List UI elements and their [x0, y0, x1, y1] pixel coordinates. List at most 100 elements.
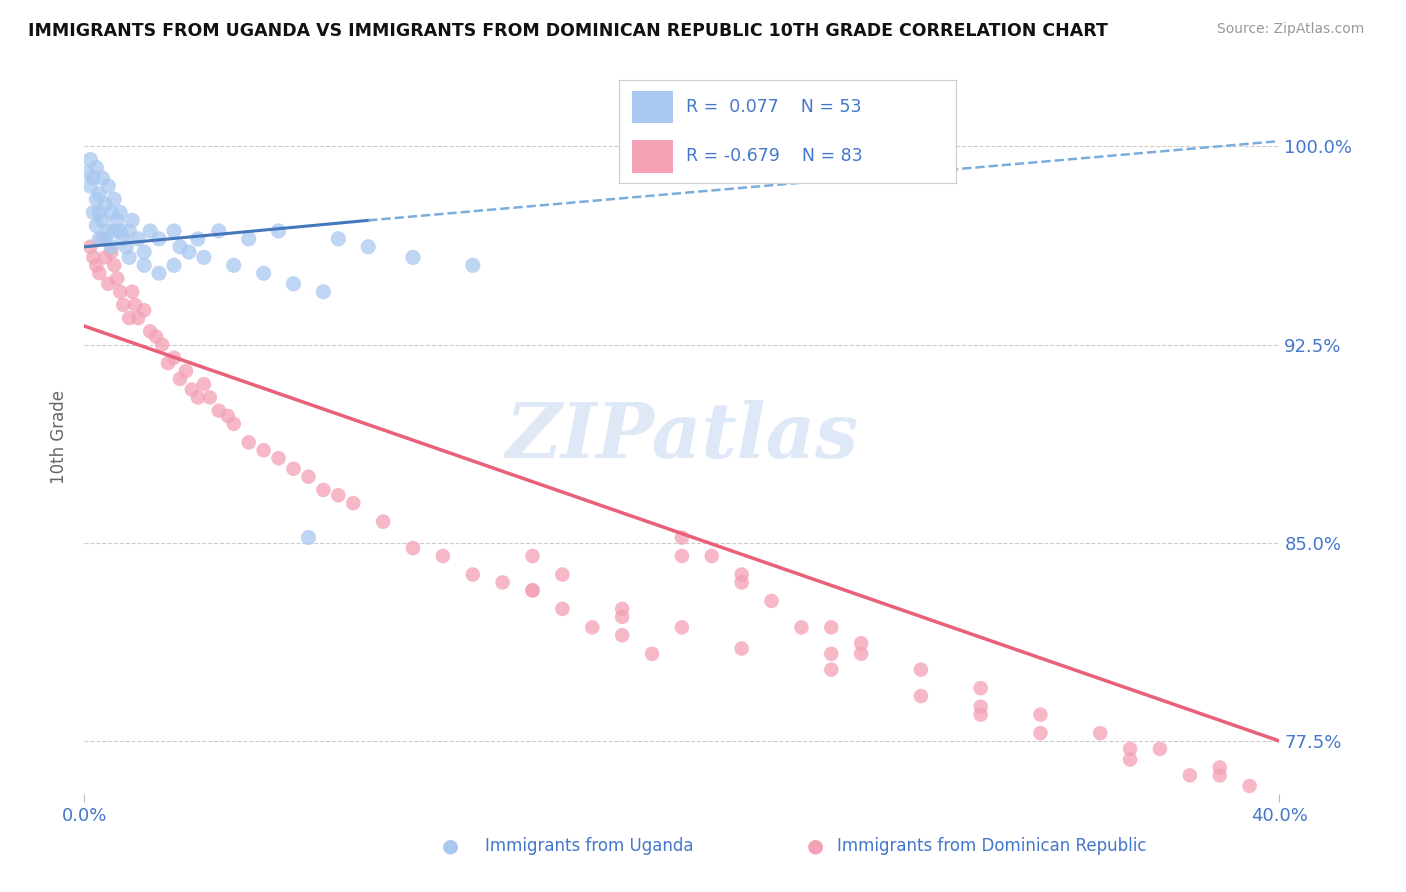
Point — [97, 224, 120, 238]
Point — [1209, 768, 1232, 782]
Text: Immigrants from Uganda: Immigrants from Uganda — [485, 837, 693, 855]
Point — [342, 496, 364, 510]
Point — [121, 213, 143, 227]
Point — [91, 171, 114, 186]
Point — [150, 337, 173, 351]
Point — [94, 251, 117, 265]
Point — [79, 240, 101, 254]
Point — [97, 179, 120, 194]
Point — [177, 245, 200, 260]
Point — [103, 224, 125, 238]
Point — [82, 171, 104, 186]
Point — [1119, 752, 1142, 766]
Point — [1239, 779, 1261, 793]
Text: R =  0.077    N = 53: R = 0.077 N = 53 — [686, 98, 862, 116]
Point — [432, 549, 454, 563]
Point — [94, 197, 117, 211]
Point — [208, 403, 231, 417]
Point — [89, 186, 111, 201]
Point — [115, 240, 138, 254]
Point — [132, 303, 156, 318]
Point — [522, 583, 544, 598]
Point — [790, 620, 813, 634]
Point — [297, 531, 319, 545]
Point — [110, 205, 132, 219]
Point — [522, 583, 544, 598]
Point — [121, 285, 143, 299]
Point — [139, 324, 162, 338]
Text: R = -0.679    N = 83: R = -0.679 N = 83 — [686, 147, 863, 165]
Text: ZIPatlas: ZIPatlas — [505, 401, 859, 474]
Point — [731, 575, 754, 590]
Bar — [633, 91, 672, 123]
Point — [297, 469, 319, 483]
Point — [148, 266, 170, 280]
Point — [492, 575, 515, 590]
Point — [86, 161, 108, 175]
Point — [238, 435, 260, 450]
Point — [283, 462, 305, 476]
Point — [970, 681, 993, 695]
Point — [89, 266, 111, 280]
Point — [551, 567, 574, 582]
Point — [100, 245, 122, 260]
Text: ●: ● — [807, 836, 824, 855]
Point — [1119, 742, 1142, 756]
Point — [79, 153, 101, 167]
Point — [253, 443, 276, 458]
Point — [253, 266, 276, 280]
Bar — [633, 140, 672, 173]
Point — [461, 567, 484, 582]
Text: IMMIGRANTS FROM UGANDA VS IMMIGRANTS FROM DOMINICAN REPUBLIC 10TH GRADE CORRELAT: IMMIGRANTS FROM UGANDA VS IMMIGRANTS FRO… — [28, 22, 1108, 40]
Point — [581, 620, 603, 634]
Point — [157, 356, 180, 370]
Point — [1178, 768, 1201, 782]
Point — [820, 647, 842, 661]
Point — [612, 602, 634, 616]
Point — [328, 232, 350, 246]
Point — [820, 620, 842, 634]
Point — [181, 383, 204, 397]
Text: Source: ZipAtlas.com: Source: ZipAtlas.com — [1216, 22, 1364, 37]
Point — [1090, 726, 1112, 740]
Point — [970, 707, 993, 722]
Point — [110, 285, 132, 299]
Point — [671, 620, 693, 634]
Point — [731, 641, 754, 656]
Point — [132, 258, 156, 272]
Point — [169, 372, 191, 386]
Point — [82, 205, 104, 219]
Point — [402, 541, 425, 555]
Point — [208, 224, 231, 238]
Y-axis label: 10th Grade: 10th Grade — [51, 390, 69, 484]
Point — [118, 251, 141, 265]
Point — [217, 409, 239, 423]
Point — [97, 277, 120, 291]
Point — [112, 232, 135, 246]
Text: ●: ● — [441, 836, 458, 855]
Point — [402, 251, 425, 265]
Point — [222, 258, 245, 272]
Point — [86, 192, 108, 206]
Point — [328, 488, 350, 502]
Point — [112, 298, 135, 312]
Point — [612, 609, 634, 624]
Point — [76, 166, 98, 180]
Point — [163, 351, 186, 365]
Point — [163, 224, 186, 238]
Point — [820, 663, 842, 677]
Point — [612, 628, 634, 642]
Point — [79, 179, 101, 194]
Point — [91, 213, 114, 227]
Point — [671, 549, 693, 563]
Point — [103, 192, 125, 206]
Point — [193, 377, 215, 392]
Point — [851, 647, 873, 661]
Point — [105, 271, 128, 285]
Point — [132, 245, 156, 260]
Point — [145, 329, 167, 343]
Point — [1149, 742, 1171, 756]
Point — [148, 232, 170, 246]
Point — [82, 251, 104, 265]
Point — [110, 224, 132, 238]
